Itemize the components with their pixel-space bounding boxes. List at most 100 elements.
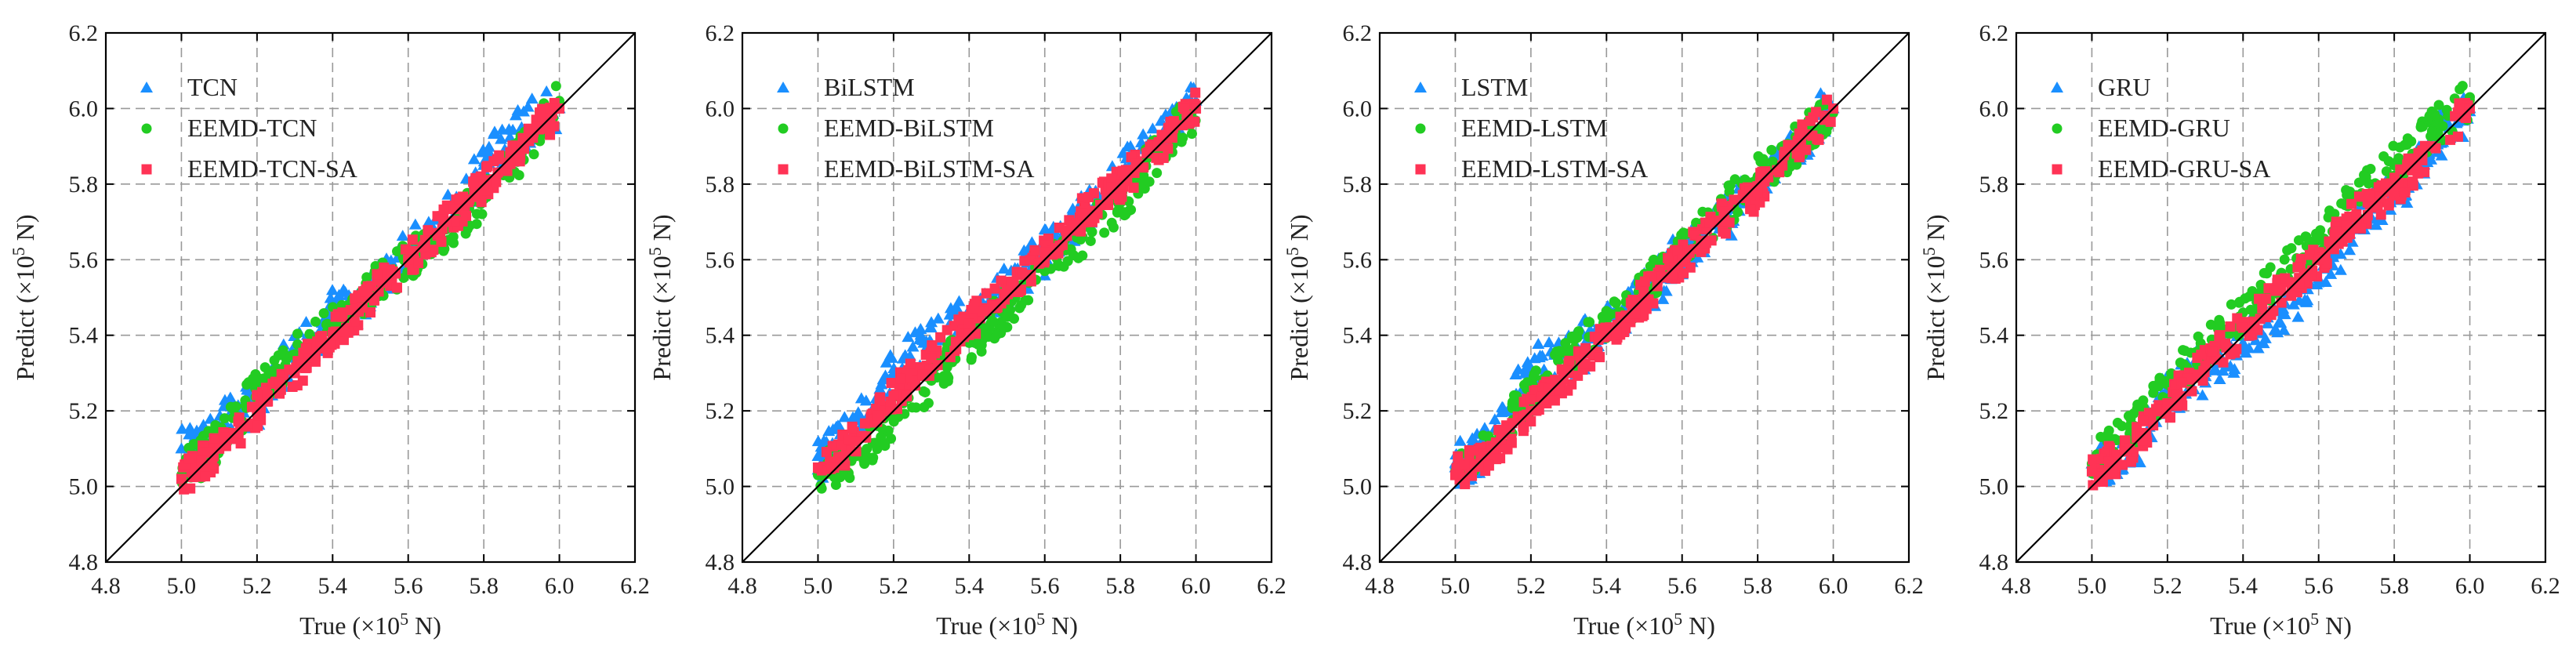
data-point — [422, 216, 435, 227]
data-point — [2346, 198, 2357, 209]
data-point — [1554, 346, 1565, 357]
data-point — [408, 245, 419, 256]
data-point — [888, 413, 899, 424]
data-point — [997, 263, 1010, 274]
data-point — [1120, 165, 1131, 176]
data-point — [2304, 249, 2315, 260]
data-point — [1729, 194, 1740, 205]
data-point — [976, 346, 987, 357]
data-point — [225, 401, 236, 412]
data-point — [1106, 217, 1117, 228]
data-point — [1752, 187, 1763, 197]
y-tick-label: 5.4 — [1979, 323, 2009, 349]
data-point — [1025, 255, 1036, 266]
data-point — [2295, 253, 2306, 264]
legend-label: BiLSTM — [824, 73, 915, 101]
data-point — [851, 436, 862, 447]
data-point — [503, 123, 516, 135]
data-point — [2086, 466, 2097, 477]
data-point — [1794, 128, 1805, 139]
x-tick-label: 4.8 — [91, 573, 121, 599]
data-point — [1678, 227, 1689, 238]
data-point — [1528, 352, 1541, 364]
data-point — [942, 362, 952, 373]
data-point — [487, 128, 500, 140]
data-point — [2268, 324, 2281, 336]
data-point — [2277, 324, 2291, 336]
data-point — [2213, 373, 2226, 385]
data-point — [318, 308, 329, 319]
data-point — [523, 123, 534, 134]
data-point — [1580, 358, 1591, 369]
data-point — [278, 345, 288, 356]
data-point — [1550, 375, 1561, 386]
data-point — [1137, 128, 1150, 140]
data-point — [952, 295, 966, 306]
data-point — [880, 438, 891, 449]
data-point — [300, 343, 311, 354]
legend-marker — [778, 164, 789, 175]
data-point — [545, 129, 556, 140]
data-point — [537, 103, 548, 114]
data-point — [338, 335, 349, 346]
data-point — [2454, 84, 2465, 95]
panel-1: 4.8 5.0 5.2 5.4 5.6 5.8 6.0 6.2 4.8 5.0 5.2 5.4 5.6 5… — [9, 20, 650, 640]
x-tick-label: 5.6 — [1667, 573, 1697, 599]
data-point — [1678, 268, 1689, 279]
x-tick-label: 5.2 — [1516, 573, 1546, 599]
data-point — [1495, 406, 1508, 418]
data-point — [822, 425, 836, 437]
data-point — [1033, 258, 1044, 269]
legend-label: EEMD-BiLSTM — [824, 114, 994, 142]
data-point — [2294, 278, 2305, 289]
data-point — [989, 283, 1000, 294]
data-point — [448, 231, 459, 242]
y-tick-label: 6.0 — [1979, 96, 2009, 122]
data-point — [1128, 182, 1139, 193]
data-point — [1146, 122, 1159, 134]
legend-label: EEMD-GRU — [2098, 114, 2230, 142]
data-point — [873, 410, 883, 421]
x-tick-label: 6.0 — [2455, 573, 2485, 599]
data-point — [2445, 134, 2456, 145]
y-tick-label: 6.0 — [706, 96, 735, 122]
data-point — [2276, 285, 2286, 296]
legend-marker — [141, 164, 152, 175]
data-point — [1079, 201, 1090, 212]
x-tick-label: 4.8 — [727, 573, 757, 599]
data-point — [2153, 381, 2164, 392]
data-point — [851, 446, 862, 457]
data-point — [969, 299, 980, 310]
data-point — [223, 391, 237, 403]
data-point — [935, 332, 946, 343]
data-point — [1152, 168, 1163, 179]
data-point — [1720, 228, 1731, 239]
data-point — [1630, 308, 1641, 319]
data-point — [2321, 258, 2332, 269]
x-tick-label: 6.0 — [1181, 573, 1211, 599]
data-point — [2324, 236, 2335, 247]
data-point — [438, 204, 449, 215]
x-tick-label: 5.6 — [1030, 573, 1060, 599]
data-point — [2351, 209, 2362, 219]
x-axis-label: True (×105 N) — [936, 609, 1078, 640]
data-point — [1572, 332, 1583, 343]
legend-label: GRU — [2098, 73, 2151, 101]
data-point — [873, 383, 887, 394]
data-point — [2196, 389, 2209, 401]
data-point — [1083, 192, 1094, 203]
data-point — [2245, 304, 2256, 315]
data-point — [1652, 281, 1663, 292]
y-tick-label: 5.8 — [1979, 172, 2009, 198]
data-point — [2417, 145, 2428, 156]
y-tick-label: 5.2 — [69, 398, 99, 424]
data-point — [1529, 386, 1540, 397]
data-point — [292, 339, 303, 350]
data-point — [361, 272, 372, 283]
data-point — [202, 447, 213, 458]
data-point — [2220, 338, 2231, 349]
data-point — [859, 394, 873, 406]
y-tick-label: 5.6 — [69, 247, 99, 273]
data-point — [1017, 267, 1028, 278]
